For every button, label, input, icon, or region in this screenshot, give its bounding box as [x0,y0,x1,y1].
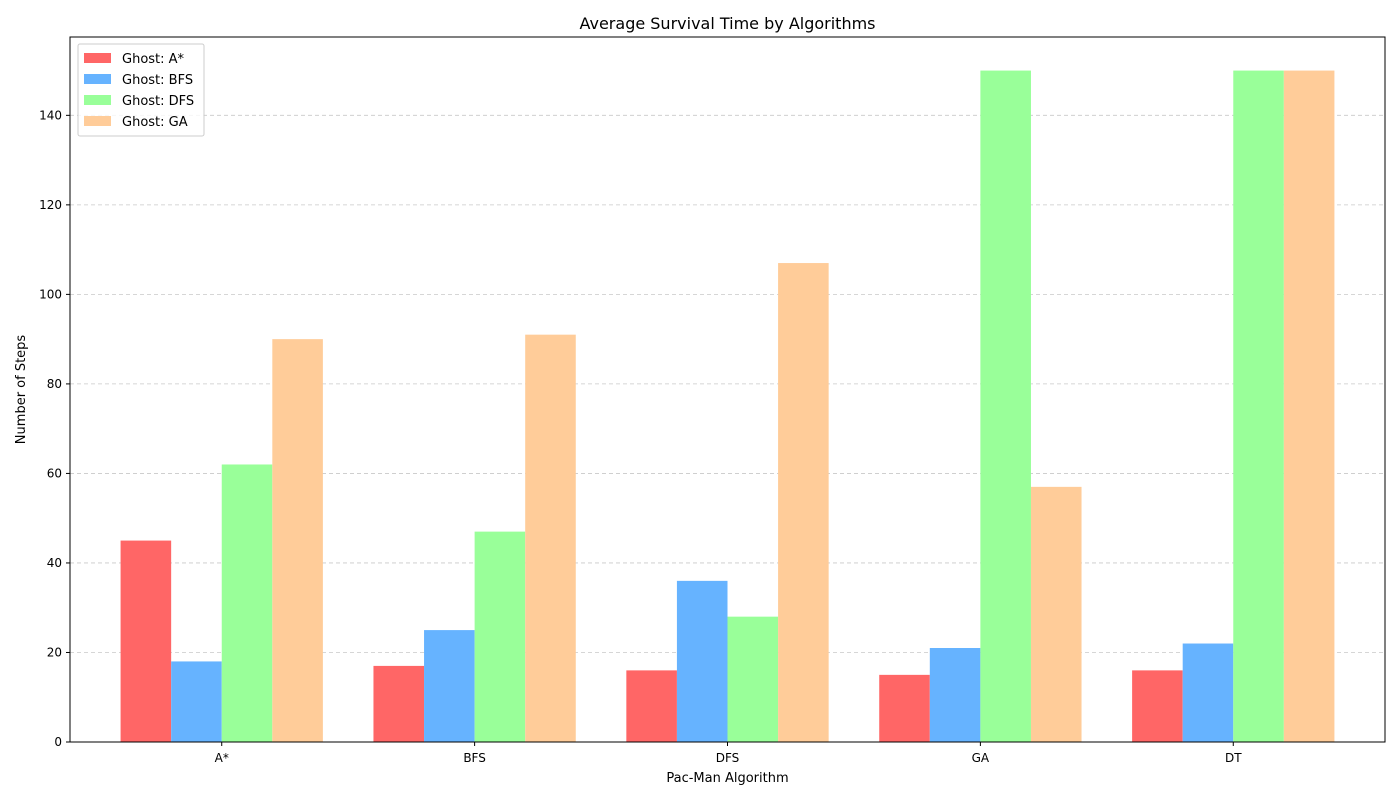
y-tick-label: 0 [54,735,62,749]
legend-label: Ghost: BFS [122,73,193,88]
y-tick-label: 20 [47,645,62,659]
legend: Ghost: A* Ghost: BFS Ghost: DFS Ghost: GA [77,43,205,137]
bar [373,665,425,742]
bar [1182,643,1234,742]
legend-swatch [84,74,111,84]
y-tick-label: 40 [47,556,62,570]
y-axis-ticks: 0 20 40 60 80 100 120 140 [39,108,70,749]
bars [120,70,1335,743]
y-tick-label: 140 [39,108,62,122]
bar [171,661,222,742]
x-tick-label: GA [972,751,990,765]
chart-title: Average Survival Time by Algorithms [579,14,875,33]
bar [221,464,273,742]
y-tick-label: 100 [39,287,62,301]
bar [1283,70,1335,743]
bar [1132,670,1183,742]
legend-swatch [84,95,111,105]
bar [778,263,829,742]
bar [525,334,576,742]
legend-label: Ghost: A* [122,52,185,67]
bar [980,70,1031,743]
legend-swatch [84,116,111,126]
bar [120,540,172,742]
bar [676,580,728,742]
bar [1233,70,1284,743]
legend-label: Ghost: DFS [122,94,194,109]
y-tick-label: 120 [39,198,62,212]
bar [727,616,779,742]
bar [272,339,323,742]
legend-frame [77,43,205,137]
bar [929,648,981,742]
y-tick-label: 80 [47,377,62,391]
bar [474,531,526,742]
legend-label: Ghost: GA [122,115,188,130]
bar [1030,486,1082,742]
x-tick-label: A* [215,751,229,765]
legend-swatch [84,53,111,63]
bar [626,670,677,742]
y-tick-label: 60 [47,466,62,480]
x-tick-label: DT [1225,751,1242,765]
x-tick-label: BFS [463,751,486,765]
bar [424,630,475,742]
bar [879,674,930,742]
y-axis-label: Number of Steps [14,335,29,445]
x-axis-label: Pac-Man Algorithm [666,771,788,786]
x-axis-ticks: A* BFS DFS GA DT [215,742,1242,765]
x-tick-label: DFS [716,751,740,765]
